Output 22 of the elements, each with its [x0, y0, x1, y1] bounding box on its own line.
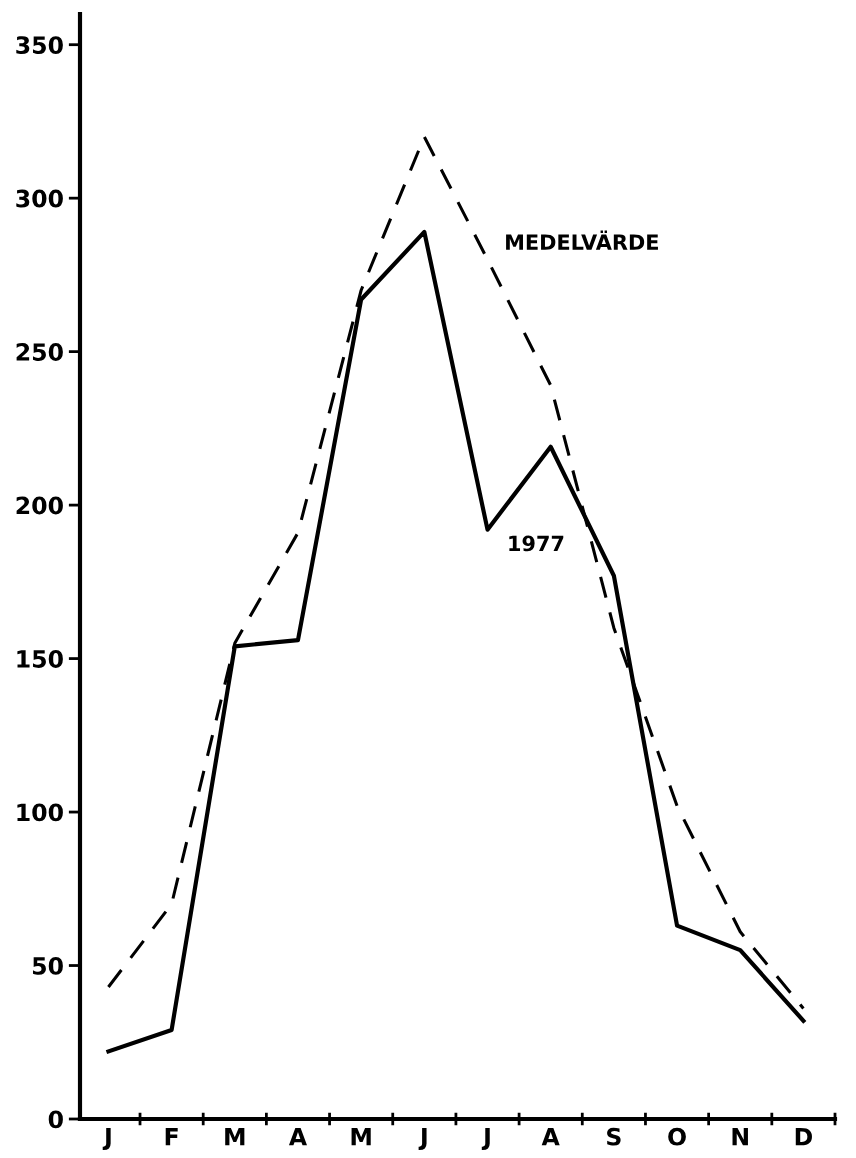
- x-tick-label: S: [607, 1127, 621, 1146]
- y-tick-label: 250: [16, 343, 63, 361]
- y-tick-label: 350: [16, 36, 63, 54]
- x-tick-label: M: [225, 1128, 245, 1146]
- x-tick-label: A: [541, 1128, 560, 1146]
- series-label: MEDELVÄRDE: [506, 230, 658, 250]
- x-tick-label: N: [732, 1128, 748, 1146]
- x-tick-label: M: [351, 1128, 371, 1146]
- x-tick-label: J: [418, 1128, 427, 1150]
- y-tick-label: 300: [16, 189, 63, 208]
- x-tick-label: A: [288, 1128, 307, 1146]
- y-tick-label: 50: [32, 956, 63, 975]
- x-tick-label: F: [165, 1128, 178, 1146]
- x-tick-label: J: [481, 1128, 490, 1150]
- y-tick-label: 200: [16, 496, 63, 515]
- y-tick-label: 100: [17, 803, 63, 822]
- x-tick-label: J: [102, 1128, 111, 1150]
- x-tick-label: D: [795, 1128, 812, 1146]
- series-label: 1977: [509, 535, 564, 552]
- y-tick-label: 150: [17, 650, 63, 668]
- y-tick-label: 0: [48, 1110, 63, 1129]
- x-tick-label: O: [668, 1127, 686, 1146]
